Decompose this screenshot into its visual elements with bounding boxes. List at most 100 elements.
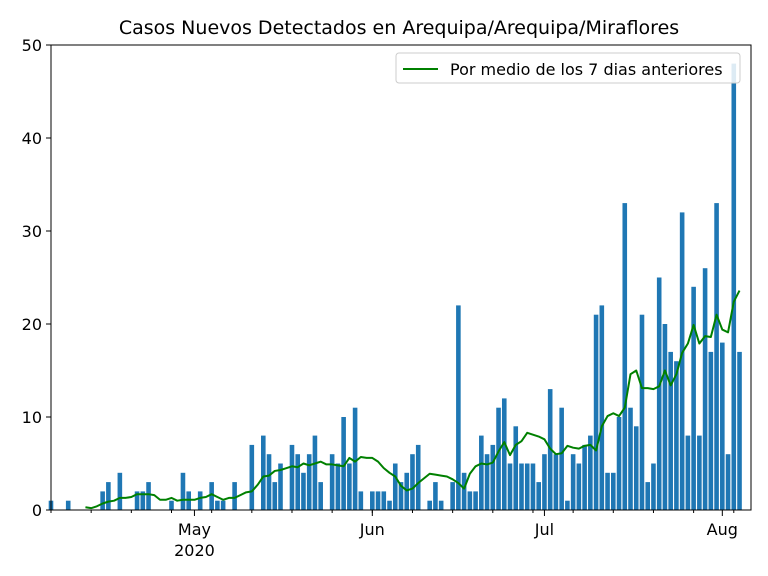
bar [392,463,398,510]
bar [306,454,312,510]
x-tick-label: May [178,520,211,539]
bar [370,491,375,510]
bar [335,463,341,510]
bar [628,407,633,510]
bar [616,417,622,510]
bar [473,491,478,510]
bar [100,491,105,510]
bar [633,426,639,510]
y-tick-label: 30 [22,222,42,241]
bar [484,454,490,510]
moving-average-line [85,290,741,510]
bar-series [48,63,742,510]
bar [398,482,404,510]
bar [415,444,421,510]
bar [536,482,541,510]
bar [358,491,364,510]
bar [438,500,444,510]
bar [725,454,731,510]
plot-frame [50,44,752,511]
legend: Por medio de los 7 dias anteriores [395,52,741,84]
moving-average-series [85,290,741,510]
chart-title: Casos Nuevos Detectados en Arequipa/Areq… [119,17,679,39]
bar [691,286,696,510]
bar [209,482,214,510]
bar [714,203,719,510]
bar [433,482,438,510]
bar [410,454,415,510]
bar [570,454,576,510]
bar [117,472,123,510]
bar [605,472,610,510]
bar [565,500,570,510]
bar [456,305,461,510]
bar [559,407,564,510]
bar [352,407,358,510]
bar [599,305,605,510]
bar [530,463,536,510]
y-tick-label: 40 [22,129,42,148]
bar [593,314,599,510]
bar [731,63,737,510]
bar [318,482,323,510]
bar [301,472,306,510]
bar [622,203,628,510]
bar [656,277,662,510]
bar [582,444,587,510]
bar [662,324,668,510]
bar [697,435,702,510]
bar [507,463,513,510]
x-tick-label: Jul [534,520,554,539]
bar [197,491,203,510]
bar [737,351,742,510]
bar [461,472,467,510]
x-axis: May 2020 Jun Jul Aug [50,510,738,560]
bar [232,482,237,510]
bar [134,491,140,510]
bar [289,444,295,510]
bar [375,491,381,510]
bar [639,314,645,510]
y-tick-label: 10 [22,408,42,427]
bar [679,212,685,510]
bar [266,454,272,510]
bar [542,454,547,510]
bar [501,398,507,510]
x-tick-label: Jun [359,520,385,539]
bar [347,463,352,510]
bar [387,500,392,510]
legend-box [395,52,741,84]
bar [180,472,186,510]
bar [668,351,673,510]
legend-label: Por medio de los 7 dias anteriores [450,60,723,79]
bar [272,482,278,510]
bar [611,472,616,510]
bar [65,500,71,510]
bar [140,491,146,510]
bar [708,351,714,510]
bar [467,491,473,510]
bar [720,342,725,510]
bar [220,500,226,510]
bar [381,491,387,510]
bar [341,417,346,510]
bar [588,435,593,510]
bar [519,463,524,510]
bar [215,500,220,510]
bar [702,268,708,510]
bar [295,454,301,510]
bar [249,444,255,510]
bar [674,361,679,510]
y-tick-label: 0 [32,501,42,520]
bar [106,482,111,510]
bar [427,500,432,510]
bar [329,454,335,510]
x-tick-label: Aug [707,520,738,539]
y-axis: 0 10 20 30 40 50 [22,36,51,520]
bar [169,500,174,510]
bar [645,482,651,510]
bar [524,463,530,510]
bar [553,454,559,510]
bar [685,435,691,510]
